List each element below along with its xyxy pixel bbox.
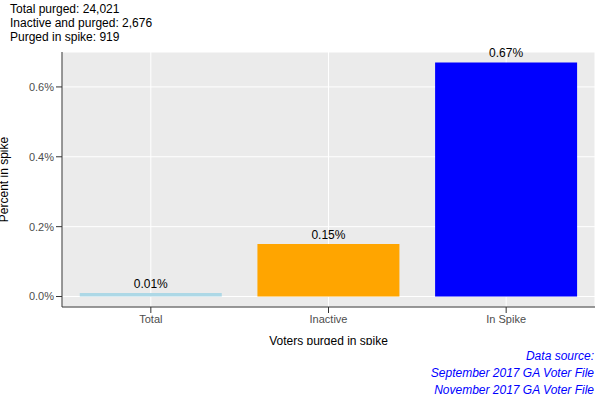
html-text:Inactive and purged: 2,676: Inactive and purged: 2,676 <box>10 16 153 30</box>
html-text:Data source:: Data source: <box>526 349 594 363</box>
svg-text:0.0%: 0.0% <box>29 290 54 302</box>
svg-text:0.15%: 0.15% <box>311 228 345 242</box>
svg-text:0.67%: 0.67% <box>489 46 523 60</box>
svg-text:0.2%: 0.2% <box>29 221 54 233</box>
html-text:November 2017 GA Voter File: November 2017 GA Voter File <box>434 383 594 397</box>
html-text:Total purged: 24,021: Total purged: 24,021 <box>10 2 120 16</box>
svg-text:In Spike: In Spike <box>486 313 526 325</box>
svg-text:Total: Total <box>139 313 162 325</box>
svg-text:Inactive: Inactive <box>310 313 348 325</box>
svg-text:Voters purged in spike: Voters purged in spike <box>269 334 388 345</box>
svg-text:Percent in spike: Percent in spike <box>8 136 11 222</box>
svg-text:0.01%: 0.01% <box>134 277 168 291</box>
html-text:Purged in spike: 919: Purged in spike: 919 <box>10 30 120 44</box>
html-text:September 2017 GA Voter File: September 2017 GA Voter File <box>430 366 594 380</box>
svg-text:0.4%: 0.4% <box>29 151 54 163</box>
svg-text:0.6%: 0.6% <box>29 81 54 93</box>
